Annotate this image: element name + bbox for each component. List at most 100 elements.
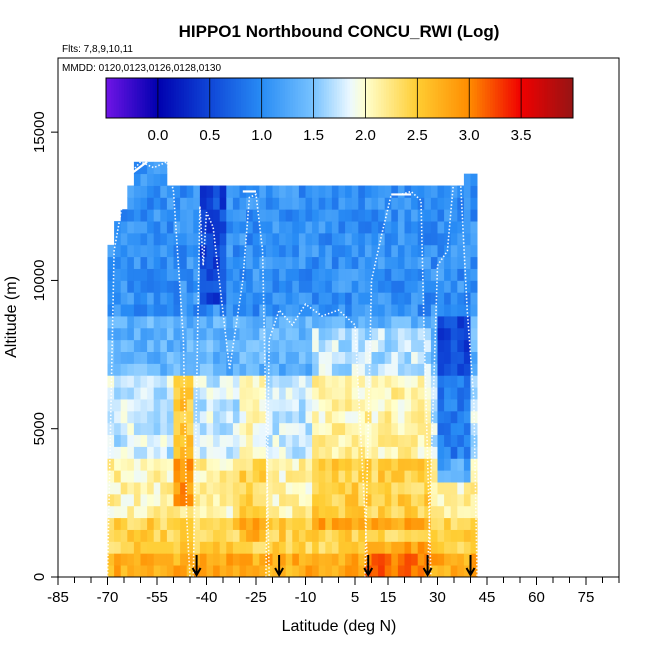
heat-cell [358,197,366,210]
heat-cell [397,387,405,400]
heat-cell [199,399,207,412]
heat-cell [437,565,445,578]
heat-cell [232,434,240,447]
colorbar-segment [422,78,426,118]
heat-cell [378,375,386,388]
heat-cell [107,387,115,400]
heat-cell [133,268,141,281]
heat-cell [404,399,412,412]
heat-cell [232,351,240,364]
heat-cell [305,268,313,281]
colorbar-segment [259,78,263,118]
heat-cell [232,304,240,317]
colorbar-segment [227,78,232,118]
heat-cell [166,327,174,341]
heat-cell [213,387,221,400]
heat-cell [345,185,353,198]
heat-cell [232,375,240,388]
heat-cell [384,505,392,519]
heat-cell [312,197,320,210]
heat-cell [133,446,141,459]
heat-cell [259,197,267,210]
heat-cell [325,339,333,352]
heat-cell [153,422,161,436]
heat-cell [219,458,227,471]
heat-cell [252,209,260,222]
heat-cell [318,387,326,400]
heat-cell [298,232,306,246]
heat-cell [114,422,122,436]
heat-cell [424,363,432,376]
heat-cell [430,280,438,293]
heat-cell [298,505,306,519]
heat-cell [186,244,194,258]
heat-cell [232,363,240,376]
heat-cell [457,517,465,530]
heat-cell [180,565,188,578]
heat-cell [206,185,214,198]
heat-cell [133,505,141,519]
heat-cell [298,422,306,436]
heat-cell [371,221,379,234]
heat-cell [114,482,122,495]
heat-cell [180,458,188,471]
heat-cell [147,458,155,471]
heat-cell [391,375,399,388]
heat-cell [331,268,339,281]
heat-cell [298,316,306,329]
heat-cell [232,197,240,210]
x-tick-label: -10 [295,589,317,606]
colorbar-segment [453,78,457,118]
heat-cell [114,256,122,269]
heat-cell [186,232,194,246]
heat-cell [114,529,122,542]
heat-cell [213,446,221,459]
heat-cell [153,304,161,317]
heat-cell [140,505,148,519]
heat-cell [219,565,227,578]
heat-cell [292,399,300,412]
heat-cell [232,458,240,471]
heat-cell [292,434,300,447]
heat-cell [265,327,273,341]
heat-cell [252,268,260,281]
heat-cell [232,541,240,554]
heat-cell [279,541,287,554]
heat-cell [173,351,181,364]
heat-cell [239,387,247,400]
heat-cell [298,375,306,388]
heat-cell [226,244,234,258]
flight-profiles [106,160,478,578]
heat-cell [199,517,207,530]
heat-cell [331,256,339,269]
heat-cell [252,505,260,519]
heat-cell [259,399,267,412]
heat-cell [107,280,115,293]
heat-cell [397,221,405,234]
heat-cell [312,446,320,459]
heat-cell [338,541,346,554]
heat-cell [391,185,399,198]
heat-cell [371,565,379,578]
colorbar-segment [508,78,512,118]
heat-cell [444,316,452,329]
heat-cell [325,410,333,424]
heat-cell [265,256,273,269]
heat-cell [160,422,168,436]
heat-cell [351,399,359,412]
heat-cell [345,458,353,471]
heat-cell [364,410,372,424]
dates-label: MMDD: 0120,0123,0126,0128,0130 [62,63,221,74]
heat-cell [186,422,194,436]
heat-cell [232,422,240,436]
heat-cell [133,375,141,388]
heat-cell [424,375,432,388]
heat-cell [213,565,221,578]
heat-cell [391,422,399,436]
heat-cell [404,458,412,471]
heat-cell [463,304,471,317]
heat-cell [180,399,188,412]
heat-cell [199,529,207,542]
colorbar-segment [282,78,286,118]
colorbar-segment [142,78,146,118]
